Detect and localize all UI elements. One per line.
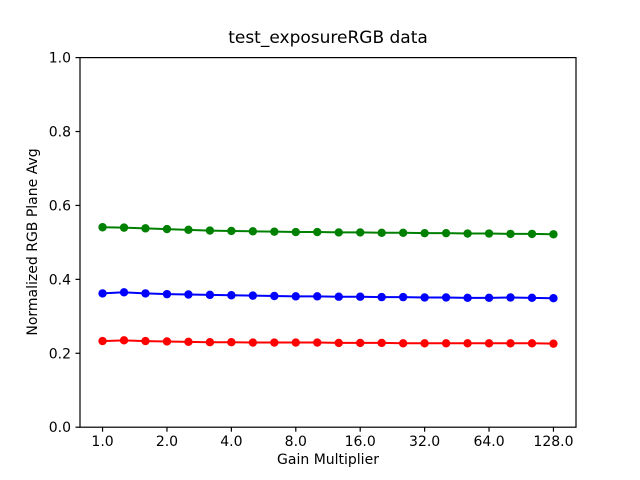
x-axis-label: Gain Multiplier <box>277 452 379 468</box>
data-point-green-plane <box>270 227 279 236</box>
data-point-green-plane <box>527 229 537 239</box>
data-point-red-plane <box>162 337 172 346</box>
data-point-green-plane <box>313 227 322 237</box>
data-point-blue-plane <box>119 288 129 297</box>
y-tick-label: 0.6 <box>49 198 71 214</box>
data-point-green-plane <box>248 227 258 236</box>
data-point-blue-plane <box>463 293 472 303</box>
data-point-green-plane <box>356 228 365 237</box>
x-tick-label: 1.0 <box>91 434 113 450</box>
data-point-red-plane <box>463 339 472 348</box>
data-point-green-plane <box>291 227 300 237</box>
data-point-red-plane <box>356 338 365 348</box>
data-point-red-plane <box>227 337 236 347</box>
data-point-red-plane <box>506 339 515 348</box>
data-point-red-plane <box>398 339 408 348</box>
data-point-green-plane <box>549 230 558 239</box>
series-line-red-plane <box>101 339 555 345</box>
data-point-red-plane <box>184 337 193 347</box>
data-point-green-plane <box>334 228 343 237</box>
chart-title: test_exposureRGB data <box>228 28 428 48</box>
x-tick-label: 8.0 <box>285 434 307 450</box>
data-point-green-plane <box>484 229 494 238</box>
y-tick-label: 0.2 <box>49 346 71 362</box>
data-point-red-plane <box>141 336 150 346</box>
y-tick-label: 0.4 <box>49 272 71 288</box>
data-point-green-plane <box>162 224 172 234</box>
data-point-blue-plane <box>227 291 236 300</box>
data-point-red-plane <box>484 339 494 348</box>
data-point-red-plane <box>270 338 279 347</box>
data-point-red-plane <box>119 336 129 345</box>
data-point-green-plane <box>463 229 472 238</box>
data-point-green-plane <box>377 228 386 237</box>
y-tick-label: 1.0 <box>49 51 71 67</box>
data-point-red-plane <box>527 339 537 348</box>
data-point-blue-plane <box>549 294 558 303</box>
data-point-green-plane <box>227 226 236 236</box>
data-point-blue-plane <box>248 291 258 300</box>
data-point-blue-plane <box>527 293 537 303</box>
x-tick-label: 16.0 <box>345 434 376 450</box>
data-point-blue-plane <box>291 292 300 301</box>
data-point-blue-plane <box>398 292 408 302</box>
data-point-green-plane <box>184 225 193 235</box>
data-point-red-plane <box>334 338 343 348</box>
data-point-green-plane <box>420 228 429 238</box>
data-point-green-plane <box>398 228 408 237</box>
data-point-blue-plane <box>98 289 107 298</box>
data-point-red-plane <box>291 338 300 347</box>
data-point-blue-plane <box>184 290 193 299</box>
data-point-blue-plane <box>141 289 150 298</box>
data-point-red-plane <box>248 338 258 347</box>
data-point-green-plane <box>441 228 451 238</box>
x-tick-label: 2.0 <box>156 434 178 450</box>
data-point-green-plane <box>205 226 215 235</box>
data-point-red-plane <box>420 339 429 348</box>
data-point-blue-plane <box>313 292 322 301</box>
y-axis-label: Normalized RGB Plane Avg <box>25 148 41 336</box>
series-line-blue-plane <box>101 291 555 300</box>
data-point-green-plane <box>119 223 129 232</box>
data-point-red-plane <box>313 338 322 347</box>
axes-spines <box>79 56 577 428</box>
data-point-red-plane <box>98 336 107 346</box>
data-point-blue-plane <box>270 291 279 301</box>
data-point-red-plane <box>377 338 386 348</box>
data-point-blue-plane <box>441 293 451 302</box>
data-point-green-plane <box>141 224 150 233</box>
data-point-red-plane <box>205 337 215 347</box>
data-point-blue-plane <box>377 292 386 302</box>
x-tick-label: 4.0 <box>220 434 242 450</box>
y-tick-label: 0.0 <box>49 420 71 436</box>
data-point-blue-plane <box>420 293 429 302</box>
data-point-blue-plane <box>334 292 343 301</box>
data-point-green-plane <box>98 223 107 232</box>
x-tick-label: 64.0 <box>473 434 504 450</box>
data-point-blue-plane <box>162 289 172 299</box>
data-point-green-plane <box>506 229 515 239</box>
x-tick-label: 128.0 <box>533 434 573 450</box>
data-point-blue-plane <box>484 293 494 303</box>
data-point-blue-plane <box>356 292 365 301</box>
data-point-red-plane <box>441 339 451 348</box>
x-tick-label: 32.0 <box>409 434 440 450</box>
data-point-blue-plane <box>506 293 515 302</box>
y-tick-label: 0.8 <box>49 125 71 141</box>
data-point-blue-plane <box>205 290 215 300</box>
data-point-red-plane <box>549 339 558 348</box>
series-line-green-plane <box>101 226 555 236</box>
